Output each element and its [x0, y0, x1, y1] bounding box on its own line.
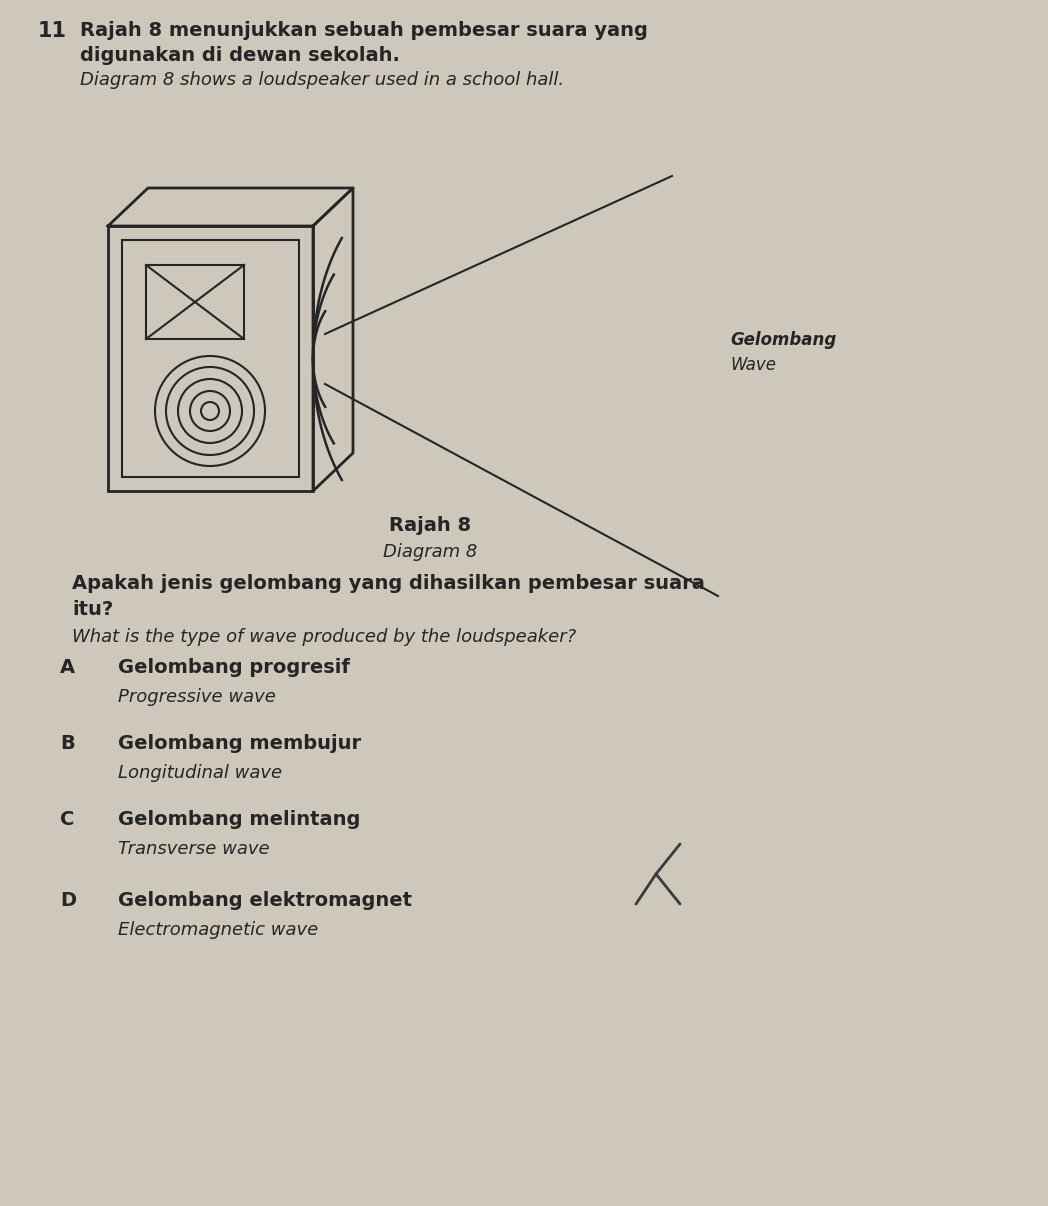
Text: A: A	[60, 658, 75, 677]
Bar	[108, 226, 313, 491]
Text: Longitudinal wave: Longitudinal wave	[118, 763, 282, 781]
Text: Gelombang membujur: Gelombang membujur	[118, 734, 362, 753]
Text: digunakan di dewan sekolah.: digunakan di dewan sekolah.	[80, 46, 400, 65]
Bar	[122, 240, 299, 478]
Text: Diagram 8: Diagram 8	[383, 543, 477, 561]
Text: Rajah 8 menunjukkan sebuah pembesar suara yang: Rajah 8 menunjukkan sebuah pembesar suar…	[80, 21, 648, 40]
Text: Gelombang melintang: Gelombang melintang	[118, 810, 361, 829]
Text: Gelombang progresif: Gelombang progresif	[118, 658, 350, 677]
Text: itu?: itu?	[72, 601, 113, 619]
Text: Transverse wave: Transverse wave	[118, 841, 269, 857]
Text: Diagram 8 shows a loudspeaker used in a school hall.: Diagram 8 shows a loudspeaker used in a …	[80, 71, 564, 89]
Text: D: D	[60, 891, 77, 911]
Text: Gelombang elektromagnet: Gelombang elektromagnet	[118, 891, 412, 911]
Text: C: C	[60, 810, 74, 829]
Text: Rajah 8: Rajah 8	[389, 516, 471, 535]
Bar	[146, 265, 244, 339]
Text: Progressive wave: Progressive wave	[118, 687, 276, 706]
Text: B: B	[60, 734, 74, 753]
Text: Electromagnetic wave: Electromagnetic wave	[118, 921, 319, 939]
Text: What is the type of wave produced by the loudspeaker?: What is the type of wave produced by the…	[72, 628, 576, 646]
Text: 11: 11	[38, 21, 67, 41]
Text: Gelombang: Gelombang	[730, 330, 836, 349]
Text: Apakah jenis gelombang yang dihasilkan pembesar suara: Apakah jenis gelombang yang dihasilkan p…	[72, 574, 705, 593]
Text: Wave: Wave	[730, 356, 776, 374]
